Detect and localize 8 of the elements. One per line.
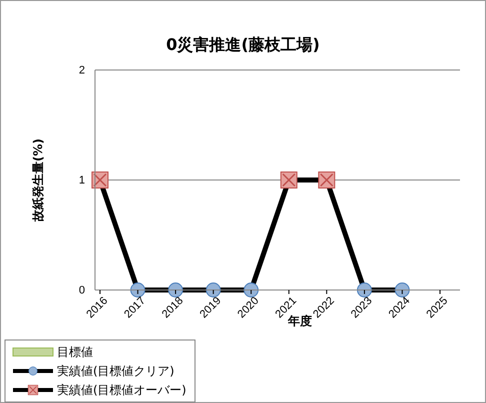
chart-title: 0災害推進(藤枝工場) xyxy=(166,35,320,54)
y-tick-label: 1 xyxy=(78,174,85,187)
legend-label: 実績値(目標値オーバー) xyxy=(57,383,186,397)
y-tick-label: 2 xyxy=(78,64,85,77)
legend-label: 実績値(目標値クリア) xyxy=(57,364,174,378)
y-axis-title: 故紙発生量(%) xyxy=(31,138,45,222)
y-tick-label: 0 xyxy=(78,284,85,297)
legend-label: 目標値 xyxy=(57,345,93,359)
